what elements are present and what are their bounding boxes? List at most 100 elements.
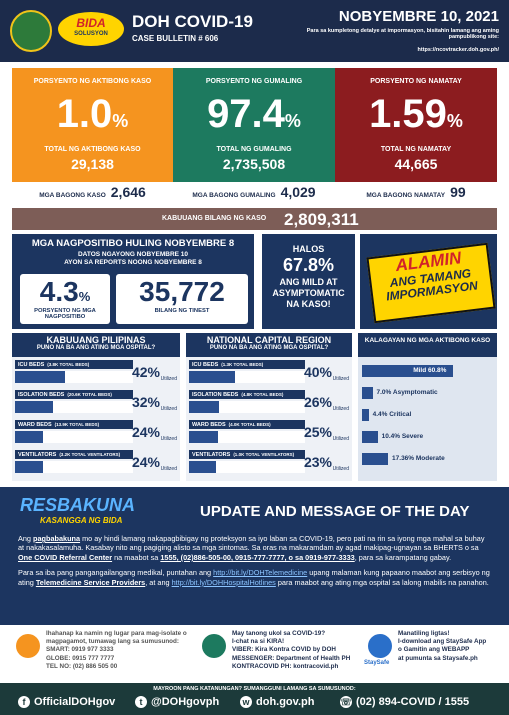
new-count: MGA BAGONG NAMATAY 99 — [335, 184, 497, 202]
row-bar — [15, 401, 53, 413]
row-value: 24% — [131, 424, 160, 440]
total-bar: KABUUANG BILANG NG KASO 2,809,311 — [12, 208, 497, 230]
link[interactable]: http://bit.ly/DOHHospitalHotlines — [171, 577, 276, 587]
row-track — [189, 401, 305, 413]
severity-panel: KALAGAYAN NG MGA AKTIBONG KASO Mild 60.8… — [358, 333, 497, 481]
contact-line: MESSENGER: Department of Health PH — [232, 654, 351, 662]
severity-bar — [362, 409, 369, 421]
text-run: na maabot sa — [112, 552, 161, 562]
new-count-value: 2,646 — [110, 184, 146, 200]
text-run: para maabot ang ating mga ospital sa lal… — [275, 577, 489, 587]
row-track — [15, 431, 133, 443]
link[interactable]: http://bit.ly/DOHTelemedicine — [213, 568, 308, 578]
footer-item[interactable]: f OfficialDOHgov — [18, 696, 115, 708]
tested-box: 35,772 BILANG NG TINEST — [116, 274, 248, 324]
row-bar — [15, 461, 44, 473]
footer-item[interactable]: w doh.gov.ph — [240, 696, 314, 708]
row-name: ISOLATION BEDS — [192, 392, 239, 398]
new-count-label: MGA BAGONG NAMATAY — [366, 192, 446, 199]
row-label: WARD BEDS (13.9K TOTAL BEDS) — [15, 420, 133, 429]
stat-number: 1.59 — [369, 92, 447, 136]
positivity-line: AYON SA REPORTS NOONG NOBYEMBRE 8 — [64, 259, 202, 266]
stat-box: PORSYENTO NG GUMALING 97.4% TOTAL NG GUMAL… — [173, 68, 335, 182]
row-name: ICU BEDS — [18, 362, 45, 368]
logo-top: BIDA — [76, 16, 106, 30]
row-detail: (20.6K TOTAL BEDS) — [67, 392, 112, 397]
resbakuna-logo: RESBAKUNA — [20, 495, 136, 515]
footer-item[interactable]: ☏ (02) 894-COVID / 1555 — [340, 696, 469, 708]
rate-box: 4.3% PORSYENTO NG MGA NAGPOSITIBO — [20, 274, 110, 324]
contact-block: StaySafe Manatiling ligtas! I-download ang… — [364, 630, 503, 680]
positivity-title: MGA NAGPOSITIBO HULING NOBYEMBRE 8 — [31, 238, 235, 249]
message-title: UPDATE AND MESSAGE OF THE DAY — [200, 503, 470, 520]
row-detail: (3.2K TOTAL VENTILATORS) — [59, 452, 121, 457]
row-track — [15, 461, 133, 473]
row-value: 26% — [303, 394, 332, 410]
row-value: 42% — [131, 364, 160, 380]
footer: MAYROON PANG KATANUNGAN? SUMANGGUNI LAMA… — [0, 683, 509, 715]
stat-sub-label: TOTAL NG NAMATAY — [380, 146, 452, 153]
row-note: Utilized — [332, 406, 349, 412]
severity-label: 7.0% Asymptomatic — [376, 389, 438, 396]
logo-bottom: SOLUSYON — [74, 31, 108, 37]
row-track — [189, 461, 305, 473]
contact-line: o Gamitin ang WEBAPP — [398, 646, 470, 654]
row-value: 23% — [303, 454, 332, 470]
rate-label: PORSYENTO NG MGA NAGPOSITIBO — [34, 308, 96, 320]
rate-unit: % — [78, 289, 91, 304]
tested: 35,772 — [139, 276, 225, 307]
row-name: WARD BEDS — [192, 422, 226, 428]
severity-label: 4.4% Critical — [372, 411, 412, 418]
paragraph: Para sa iba pang pangangailangang medika… — [18, 568, 491, 587]
row-label: WARD BEDS (4.0K TOTAL BEDS) — [189, 420, 305, 429]
severity-bar — [362, 431, 378, 443]
row-note: Utilized — [332, 436, 349, 442]
text-run: upang malaman kung papaano maabot ang se… — [18, 568, 490, 587]
footer-text: OfficialDOHgov — [34, 696, 116, 708]
contact-text: Ihahanap ka namin ng lugar para mag-isol… — [46, 630, 187, 671]
mild-box: HALOS 67.8% ANG MILD AT ASYMPTOMATIC NA KASO… — [262, 234, 355, 329]
stat-box: PORSYENTO NG AKTIBONG KASO 1.0% TOTAL NG A… — [12, 68, 173, 182]
stat-label: PORSYENTO NG NAMATAY — [370, 78, 462, 85]
text-run: , para sa karampatang gabay. — [354, 552, 452, 562]
contact-text: Manatiling ligtas! I-download ang StaySaf… — [398, 630, 486, 663]
new-count-label: MGA BAGONG GUMALING — [192, 192, 276, 199]
row-bar — [15, 371, 65, 383]
row-value: 40% — [303, 364, 332, 380]
row-detail: (1.3K TOTAL BEDS) — [221, 362, 264, 367]
new-count-value: 4,029 — [280, 184, 316, 200]
severity-bar — [362, 453, 389, 465]
contact-line: I-chat na si KIRA! — [232, 638, 285, 646]
row-value: 32% — [131, 394, 160, 410]
contact-line: magpagamot, tumawag lang sa sumusunod: — [46, 638, 179, 646]
stat-value: 1.59% — [335, 92, 497, 137]
contact-icon — [16, 634, 40, 658]
stat-unit: % — [284, 111, 301, 131]
row-label: ISOLATION BEDS (20.6K TOTAL BEDS) — [15, 390, 133, 399]
hospital-subtitle: PUNO NA BA ANG ATING MGA OSPITAL? — [209, 345, 329, 351]
row-name: VENTILATORS — [192, 452, 231, 458]
mild-line: ASYMPTOMATIC — [272, 288, 345, 298]
stat-count: 44,665 — [394, 156, 438, 172]
url: https://ncovtracker.doh.gov.ph/ — [417, 47, 500, 53]
row-detail: (4.8K TOTAL BEDS) — [241, 392, 284, 397]
alamin-box: ALAMIN ANG TAMANG IMPORMASYON — [360, 234, 497, 329]
row-note: Utilized — [332, 376, 349, 382]
row-label: ISOLATION BEDS (4.8K TOTAL BEDS) — [189, 390, 305, 399]
row-label: VENTILATORS (1.0K TOTAL VENTILATORS) — [189, 450, 305, 459]
bulletin: CASE BULLETIN # 606 — [132, 34, 219, 43]
stat-count: 2,735,508 — [222, 156, 286, 172]
severity-bar — [362, 365, 454, 377]
footer-item[interactable]: t @DOHgovph — [135, 696, 219, 708]
row-label: ICU BEDS (1.3K TOTAL BEDS) — [189, 360, 305, 369]
hospital-title: KABUUANG PILIPINAS — [46, 335, 146, 345]
row-bar — [189, 401, 220, 413]
footer-text: (02) 894-COVID / 1555 — [356, 696, 470, 708]
stat-sub-label: TOTAL NG GUMALING — [216, 146, 292, 153]
contact-line: at pumunta sa Staysafe.ph — [398, 654, 478, 662]
date: NOBYEMBRE 10, 2021 — [338, 8, 499, 25]
hospital-header: KABUUANG PILIPINAS PUNO NA BA ANG ATING M… — [12, 333, 180, 357]
paragraphs: Ang pagbabakuna mo ay hindi lamang nakap… — [18, 534, 491, 593]
stat-number: 97.4 — [207, 92, 285, 136]
